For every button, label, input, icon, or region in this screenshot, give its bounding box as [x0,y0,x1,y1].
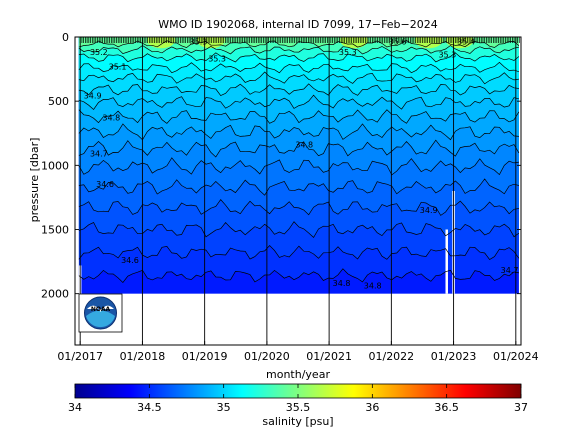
contour-line [78,52,520,63]
colorbar-tick-label: 35 [217,401,231,414]
contour-line [78,221,520,238]
contour-label: 35.2 [90,48,108,57]
y-axis-label: pressure [dbar] [28,138,41,223]
colorbar-label: salinity [psu] [262,415,333,428]
colorbar-tick-label: 35.5 [286,401,311,414]
contour-lines [78,39,520,284]
contour-label: 35.6 [389,38,407,47]
contour-line [78,39,520,48]
contour-label: 35.3 [190,38,208,47]
y-axis: 0 500 1000 1500 2000 [41,31,521,301]
plot-area: 35.235.134.934.834.734.634.635.335.334.8… [74,36,522,346]
x-axis: 01/2017 01/2018 01/2019 01/2020 01/2021 01/20… [57,37,539,363]
contour-line [78,109,520,124]
salinity-field [78,37,519,294]
colorbar-tick-label: 37 [514,401,528,414]
colorbar-ticks: 34 34.5 35 35.5 36 36.5 37 [68,384,528,414]
contour-label: 35.1 [109,63,127,72]
colorbar-tick-label: 36.5 [434,401,459,414]
x-tick-label: 01/2022 [368,350,414,363]
contour-label: 34.9 [420,206,438,215]
contour-line [78,139,520,158]
contour-label: 35.4 [457,38,475,47]
contour-label: 34.8 [333,279,351,288]
contour-line [78,199,519,216]
contour-label: 34.6 [121,256,139,265]
y-tick-label: 1000 [41,159,69,172]
contour-line [78,83,519,97]
colorbar-tick-label: 34 [68,401,82,414]
salinity-patch [340,37,369,49]
y-tick-label: 1500 [41,224,69,237]
contour-line [78,268,519,284]
x-tick-label: 01/2021 [306,350,352,363]
contour-labels: 35.235.134.934.834.734.634.635.335.334.8… [84,38,519,291]
y-tick-label: 2000 [41,288,69,301]
contour-label: 34.7 [501,266,519,275]
x-tick-label: 01/2019 [182,350,228,363]
x-tick-label: 01/2018 [120,350,166,363]
contour-line [78,94,519,111]
contour-label: 35.3 [339,48,357,57]
contour-line [78,61,520,74]
contour-line [78,157,519,176]
noaa-logo: NOAA [78,293,123,333]
x-tick-label: 01/2023 [431,350,477,363]
data-gap [445,229,448,294]
y-tick-label: 0 [62,31,69,44]
colorbar-tick-label: 34.5 [137,401,162,414]
logo-text: NOAA [91,306,111,313]
contour-label: 34.7 [90,149,108,158]
contour-line [78,45,519,55]
contour-line [78,178,519,196]
plot-frame [74,36,522,346]
chart-title: WMO ID 1902068, internal ID 7099, 17−Feb… [158,18,438,31]
contour-label: 34.8 [295,140,313,149]
x-tick-label: 01/2020 [244,350,290,363]
contour-label: 34.8 [102,113,120,122]
y-tick-label: 500 [48,95,69,108]
contour-label: 34.9 [84,92,102,101]
contour-line [78,244,520,260]
contour-label: 35.3 [208,54,226,63]
x-tick-label: 01/2017 [57,350,103,363]
colorbar: 34 34.5 35 35.5 36 36.5 37 [68,383,528,414]
x-tick-label: 01/2024 [493,350,539,363]
x-axis-label: month/year [266,368,330,381]
contour-label: 34.6 [96,180,114,189]
colorbar-tick-label: 36 [365,401,379,414]
contour-label: 34.8 [364,282,382,291]
contour-label: 35.3 [438,51,456,60]
contour-line [78,71,519,85]
contour-line [78,123,519,141]
